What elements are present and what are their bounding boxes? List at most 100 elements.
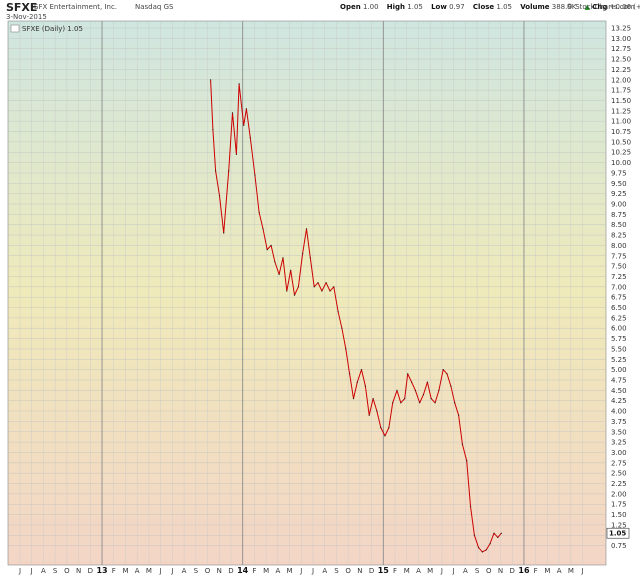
price-point xyxy=(231,112,234,114)
price-point xyxy=(446,373,448,375)
price-point xyxy=(388,427,390,429)
y-tick-label: 3.50 xyxy=(611,428,627,436)
x-tick-year-label: 13 xyxy=(96,566,107,575)
last-value-label: 1.05 xyxy=(609,530,626,538)
x-tick-label: D xyxy=(228,567,233,575)
price-point xyxy=(466,460,468,462)
price-point xyxy=(434,402,436,404)
x-tick-year-label: 16 xyxy=(518,566,530,575)
y-tick-label: 12.75 xyxy=(611,45,631,53)
price-point xyxy=(235,153,237,155)
price-point xyxy=(293,294,296,296)
x-tick-label: J xyxy=(581,567,584,575)
x-tick-label: A xyxy=(135,567,140,575)
x-tick-label: J xyxy=(30,567,33,575)
price-point xyxy=(500,532,502,534)
y-tick-label: 2.75 xyxy=(611,459,627,467)
price-point xyxy=(384,435,386,437)
x-tick-label: M xyxy=(263,567,269,575)
y-tick-label: 5.50 xyxy=(611,345,627,353)
y-tick-label: 8.25 xyxy=(611,232,627,240)
x-tick-label: S xyxy=(194,567,199,575)
y-tick-label: 9.75 xyxy=(611,169,627,177)
y-tick-label: 5.25 xyxy=(611,356,627,364)
price-point xyxy=(238,83,240,85)
x-tick-label: O xyxy=(345,567,351,575)
y-tick-label: 7.50 xyxy=(611,263,627,271)
y-tick-label: 4.00 xyxy=(611,408,627,416)
price-point xyxy=(422,393,425,396)
y-tick-label: 3.25 xyxy=(611,439,627,447)
price-point xyxy=(372,398,374,400)
x-tick-label: J xyxy=(159,567,162,575)
y-tick-label: 10.25 xyxy=(611,149,631,157)
price-point xyxy=(461,443,463,445)
price-point xyxy=(407,373,409,375)
y-tick-label: 2.50 xyxy=(611,470,627,478)
y-tick-label: 6.00 xyxy=(611,325,627,333)
price-line xyxy=(210,79,502,553)
x-tick-label: F xyxy=(534,567,538,575)
last-value-marker: 1.05 xyxy=(606,527,630,539)
price-point xyxy=(321,290,323,292)
x-tick-label: J xyxy=(440,567,443,575)
price-point xyxy=(243,124,245,126)
y-tick-label: 7.75 xyxy=(611,252,627,260)
price-point xyxy=(345,348,347,350)
x-tick-label: O xyxy=(486,567,492,575)
y-tick-label: 11.25 xyxy=(611,107,631,115)
change-label: Chg xyxy=(592,3,608,11)
price-point xyxy=(380,427,382,429)
y-tick-label: 10.50 xyxy=(611,138,631,146)
open-label: Open xyxy=(340,3,361,11)
price-point xyxy=(360,369,363,371)
y-tick-label: 8.75 xyxy=(611,211,627,219)
x-tick-label: A xyxy=(275,567,280,575)
y-tick-label: 12.00 xyxy=(611,76,631,84)
price-point xyxy=(414,389,416,391)
y-tick-label: 11.50 xyxy=(611,97,631,105)
price-point xyxy=(249,137,251,139)
y-tick-label: 1.75 xyxy=(611,501,627,509)
x-tick-label: A xyxy=(182,567,187,575)
x-tick-label: M xyxy=(146,567,152,575)
x-tick-label: N xyxy=(76,567,81,575)
x-tick-label: A xyxy=(557,567,562,575)
price-point xyxy=(411,381,413,383)
y-tick-label: 7.25 xyxy=(611,273,627,281)
x-tick-label: M xyxy=(122,567,128,575)
x-tick-label: S xyxy=(53,567,58,575)
y-tick-label: 3.75 xyxy=(611,418,627,426)
price-point xyxy=(223,232,225,234)
price-point xyxy=(469,505,472,507)
x-tick-label: J xyxy=(170,567,173,575)
price-series xyxy=(210,79,502,553)
price-point xyxy=(282,257,284,259)
y-tick-label: 5.75 xyxy=(611,335,627,343)
x-tick-label: N xyxy=(217,567,222,575)
x-tick-label: O xyxy=(64,567,70,575)
x-tick-label: J xyxy=(299,567,302,575)
y-tick-label: 0.75 xyxy=(611,542,627,550)
price-point xyxy=(302,253,304,255)
low-value: 0.97 xyxy=(449,3,465,11)
price-point xyxy=(478,547,480,549)
y-tick-label: 6.25 xyxy=(611,314,627,322)
price-point xyxy=(313,286,315,288)
x-tick-label: M xyxy=(404,567,410,575)
chart-legend: SFXE (Daily) 1.05 xyxy=(10,24,83,33)
exchange-name: Nasdaq GS xyxy=(135,3,174,11)
price-point xyxy=(297,286,299,288)
price-point xyxy=(337,311,339,313)
y-tick-label: 11.00 xyxy=(611,118,631,126)
price-point xyxy=(245,108,247,110)
price-point xyxy=(400,402,402,404)
volume-value: 388.9K xyxy=(551,3,577,11)
y-tick-label: 12.25 xyxy=(611,66,631,74)
price-point xyxy=(404,398,406,400)
x-tick-label: N xyxy=(357,567,362,575)
price-point xyxy=(368,414,370,416)
y-tick-label: 1.50 xyxy=(611,511,627,519)
x-tick-label: J xyxy=(311,567,314,575)
y-tick-label: 13.25 xyxy=(611,25,631,33)
